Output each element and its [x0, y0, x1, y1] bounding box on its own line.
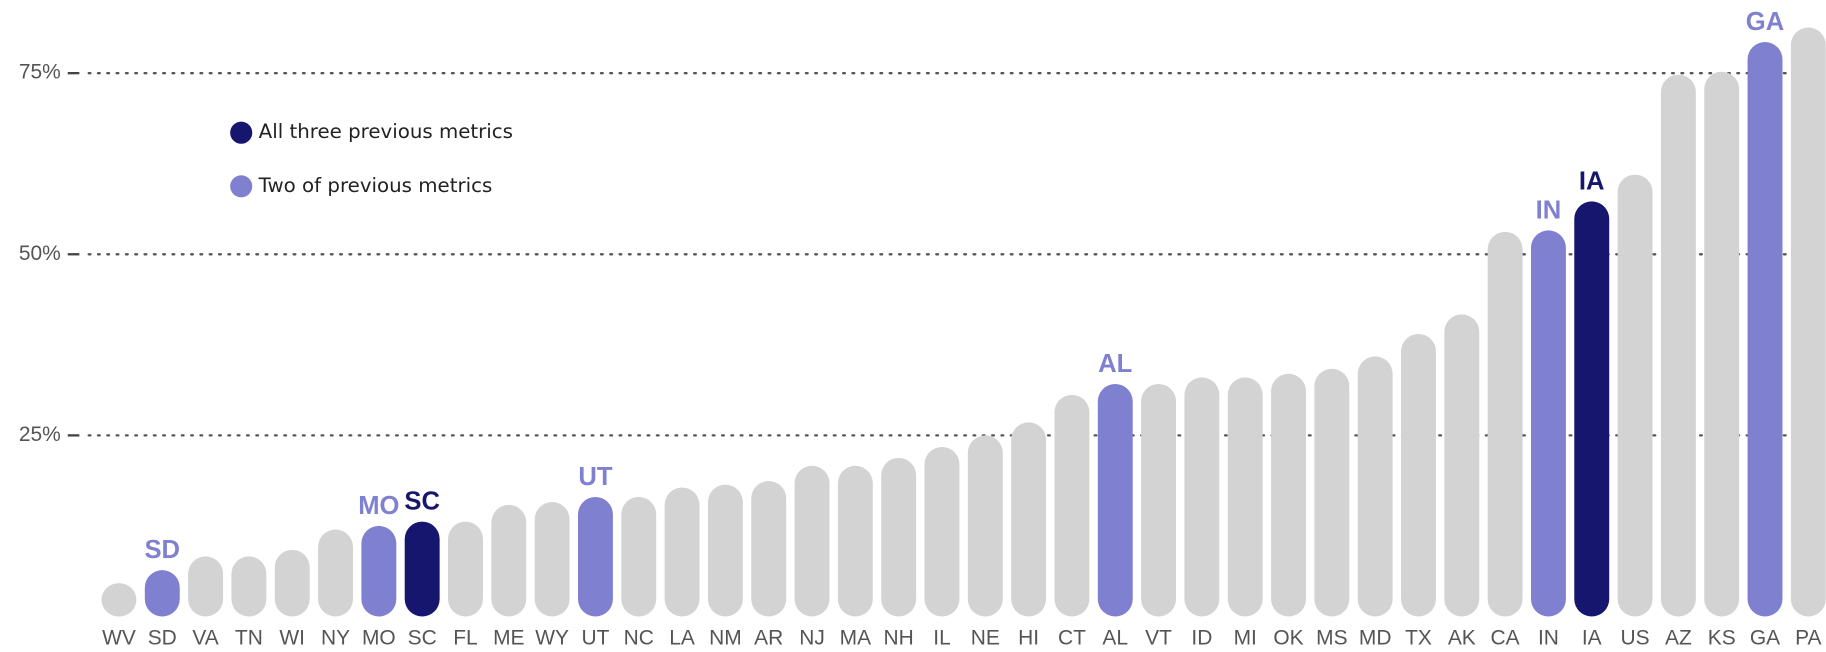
- x-tick-label: IN: [1538, 627, 1559, 650]
- bar: [318, 529, 354, 617]
- x-tick-label: AL: [1102, 627, 1128, 650]
- bar-highlight-label: MO: [358, 492, 399, 520]
- x-tick-label: ME: [493, 627, 524, 650]
- legend-swatch: [230, 175, 253, 198]
- bar: [1660, 74, 1696, 617]
- bar: [1184, 377, 1220, 617]
- x-tick-label: MD: [1359, 627, 1392, 650]
- bar: [837, 465, 873, 617]
- x-tick-label: FL: [453, 627, 477, 650]
- x-tick-label: NE: [971, 627, 1000, 650]
- bar: [1314, 368, 1350, 617]
- bar: [1271, 373, 1306, 617]
- x-tick-label: MA: [840, 627, 871, 650]
- bar: [1530, 230, 1566, 617]
- bar: [274, 549, 310, 617]
- bar: [577, 496, 613, 617]
- bar-highlight-label: SD: [144, 536, 180, 564]
- bar: [1747, 42, 1783, 617]
- x-tick-label: WI: [279, 627, 305, 650]
- x-tick-label: CT: [1058, 627, 1086, 650]
- bar: [621, 496, 657, 617]
- legend-label: All three previous metrics: [259, 120, 513, 143]
- x-tick-label: IL: [933, 627, 950, 650]
- bar: [794, 465, 830, 617]
- bar: [188, 556, 224, 617]
- bar: [1444, 314, 1480, 617]
- x-tick-label: GA: [1750, 627, 1780, 650]
- x-tick-label: VT: [1145, 627, 1172, 650]
- x-tick-label: WV: [102, 627, 136, 650]
- x-tick-label: AR: [754, 627, 783, 650]
- bar: [404, 521, 440, 617]
- bar-highlight-label: SC: [404, 488, 440, 516]
- x-tick-label: PA: [1795, 627, 1821, 650]
- bar-highlight-label: UT: [578, 463, 612, 491]
- x-tick-label: NY: [321, 627, 350, 650]
- x-tick-label: US: [1621, 627, 1650, 650]
- bar: [707, 484, 743, 617]
- legend-swatch: [230, 121, 253, 144]
- x-tick-label: IA: [1582, 627, 1602, 650]
- x-tick-label: LA: [669, 627, 695, 650]
- x-tick-label: NJ: [799, 627, 825, 650]
- bar: [231, 556, 267, 617]
- bar: [1227, 377, 1263, 617]
- y-tick-label: 25%: [19, 423, 61, 446]
- bar: [101, 583, 137, 617]
- bar-highlight-label: IN: [1536, 197, 1562, 225]
- bar: [664, 487, 700, 617]
- bar: [361, 525, 397, 617]
- x-tick-label: TX: [1405, 627, 1432, 650]
- x-tick-label: AK: [1448, 627, 1476, 650]
- x-tick-label: OK: [1273, 627, 1303, 650]
- bar: [1011, 422, 1047, 617]
- bar: [144, 570, 180, 617]
- bar-highlight-label: IA: [1579, 168, 1605, 196]
- bar-highlight-label: GA: [1746, 8, 1784, 36]
- x-tick-label: SD: [148, 627, 177, 650]
- bar: [881, 457, 917, 617]
- x-tick-label: MI: [1234, 627, 1257, 650]
- x-tick-label: NH: [884, 627, 914, 650]
- x-tick-label: WY: [535, 627, 569, 650]
- y-tick-label: 75%: [19, 61, 61, 84]
- bar: [967, 435, 1003, 617]
- x-tick-label: CA: [1491, 627, 1520, 650]
- y-tick-label: 50%: [19, 242, 61, 265]
- bar: [1141, 383, 1177, 617]
- bar: [1704, 71, 1740, 617]
- bar: [448, 521, 483, 617]
- x-tick-label: NC: [624, 627, 654, 650]
- x-tick-label: MS: [1316, 627, 1347, 650]
- bar: [1487, 231, 1523, 617]
- bar: [534, 502, 570, 617]
- bar: [1574, 201, 1610, 617]
- bar: [1401, 333, 1436, 617]
- bar: [751, 481, 787, 617]
- bar: [1790, 27, 1826, 617]
- legend-label: Two of previous metrics: [258, 174, 493, 197]
- bar: [1617, 174, 1653, 617]
- x-tick-label: TN: [235, 627, 263, 650]
- bar: [491, 504, 527, 617]
- x-tick-label: KS: [1708, 627, 1736, 650]
- bar: [1097, 383, 1133, 617]
- x-tick-label: UT: [581, 627, 609, 650]
- bar: [1357, 356, 1393, 617]
- bar-highlight-label: AL: [1098, 350, 1132, 378]
- x-tick-label: SC: [408, 627, 437, 650]
- x-tick-label: MO: [362, 627, 396, 650]
- x-tick-label: NM: [709, 627, 742, 650]
- x-tick-label: VA: [192, 627, 218, 650]
- bar: [924, 446, 960, 617]
- bar: [1054, 394, 1090, 617]
- x-tick-label: HI: [1018, 627, 1039, 650]
- x-tick-label: AZ: [1665, 627, 1692, 650]
- x-tick-label: ID: [1191, 627, 1212, 650]
